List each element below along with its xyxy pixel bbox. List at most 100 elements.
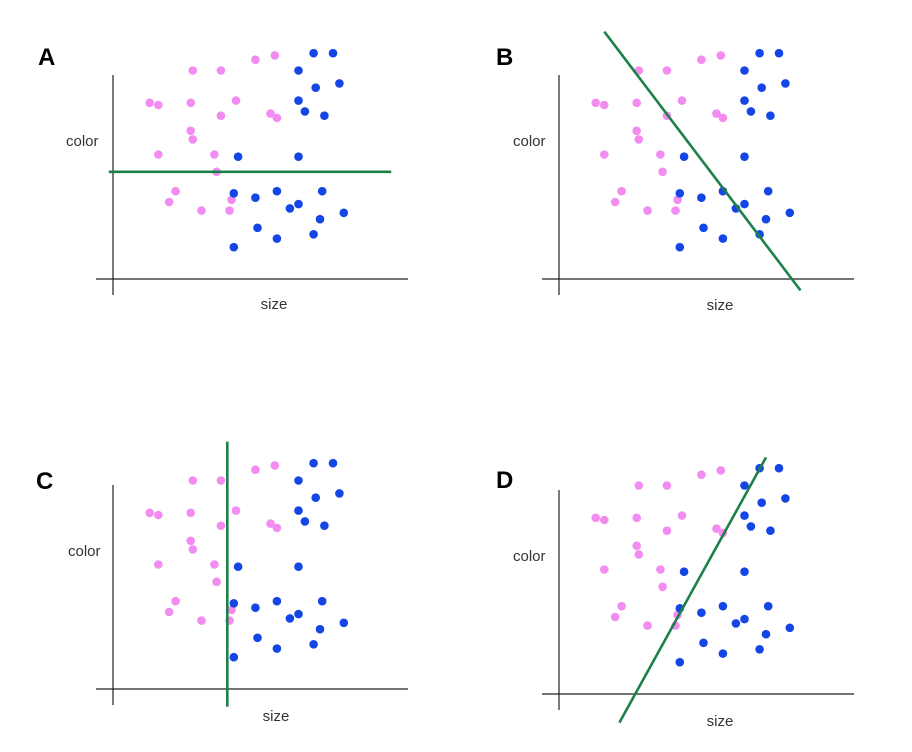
blue-point-9	[294, 562, 303, 571]
pink-point-12	[632, 541, 641, 551]
blue-point-13	[740, 614, 749, 624]
decision-boundary-line	[618, 456, 768, 724]
blue-point-2	[294, 476, 303, 485]
blue-point-4	[781, 79, 790, 88]
pink-point-17	[164, 607, 174, 617]
y-axis-label: color	[513, 548, 546, 565]
panel-c: C color size	[36, 441, 408, 725]
pink-point-6	[186, 508, 195, 518]
y-axis-label: color	[68, 543, 101, 560]
pink-point-9	[712, 109, 721, 118]
pink-point-20	[671, 206, 680, 215]
blue-point-20	[675, 242, 685, 252]
pink-point-2	[662, 66, 672, 75]
pink-point-19	[227, 605, 236, 615]
blue-point-15	[763, 186, 773, 196]
x-axis-label: size	[261, 296, 288, 313]
x-axis-label: size	[707, 297, 734, 314]
pink-point-13	[210, 150, 219, 159]
blue-point-19	[755, 645, 764, 654]
panel-letter: A	[38, 44, 55, 71]
blue-point-12	[718, 601, 728, 611]
pink-point-4	[716, 51, 726, 60]
blue-point-3	[311, 493, 321, 502]
pink-point-10	[272, 113, 282, 123]
blue-point-13	[740, 199, 749, 209]
blue-point-0	[755, 48, 764, 58]
pink-point-6	[632, 513, 641, 523]
blue-point-15	[317, 596, 327, 606]
pink-point-0	[154, 100, 163, 110]
pink-point-11	[600, 150, 609, 159]
pink-point-5	[591, 98, 600, 108]
blue-point-2	[740, 481, 749, 490]
blue-point-21	[718, 649, 728, 658]
x-axis-label: size	[707, 713, 734, 730]
blue-point-5	[740, 511, 749, 520]
pink-point-20	[225, 206, 234, 215]
blue-point-9	[740, 152, 749, 161]
blue-point-5	[294, 506, 303, 515]
blue-point-14	[285, 204, 295, 213]
blue-point-7	[320, 521, 329, 530]
blue-point-17	[785, 623, 795, 633]
blue-point-14	[285, 614, 295, 623]
panel-d: D color size	[496, 456, 854, 730]
pink-point-13	[656, 150, 665, 159]
blue-point-8	[233, 152, 243, 161]
blue-point-16	[315, 624, 325, 634]
pink-point-14	[658, 582, 667, 592]
blue-point-5	[740, 96, 749, 105]
scatter-points	[145, 458, 349, 662]
pink-point-15	[188, 545, 198, 554]
pink-point-3	[251, 465, 260, 474]
panel-letter: B	[496, 44, 513, 71]
blue-point-7	[320, 111, 329, 120]
blue-point-21	[272, 234, 282, 243]
blue-point-7	[766, 111, 775, 120]
pink-point-4	[270, 461, 280, 470]
pink-point-19	[673, 195, 682, 205]
pink-point-8	[231, 96, 241, 105]
pink-point-2	[216, 66, 226, 75]
pink-point-2	[662, 481, 672, 490]
panel-letter: D	[496, 467, 513, 494]
blue-point-1	[328, 48, 338, 58]
blue-point-6	[300, 107, 310, 116]
blue-point-15	[763, 601, 773, 611]
x-axis-label: size	[263, 708, 290, 725]
pink-point-4	[270, 51, 280, 60]
blue-point-17	[785, 208, 795, 218]
pink-point-10	[718, 113, 728, 123]
blue-point-9	[740, 567, 749, 576]
pink-point-9	[266, 109, 275, 118]
pink-point-18	[643, 206, 652, 215]
panel-a: A color size	[38, 44, 408, 313]
blue-point-1	[328, 458, 338, 468]
blue-point-18	[699, 638, 708, 648]
blue-point-3	[757, 83, 766, 92]
blue-point-16	[761, 214, 771, 224]
blue-point-10	[675, 189, 685, 198]
blue-point-8	[679, 152, 689, 161]
panel-b: B color size	[496, 30, 854, 314]
pink-point-5	[591, 513, 600, 523]
pink-point-7	[216, 111, 226, 120]
blue-point-8	[679, 567, 689, 576]
blue-point-16	[315, 214, 325, 224]
blue-point-18	[253, 223, 262, 233]
blue-point-19	[309, 640, 318, 649]
pink-point-16	[617, 601, 626, 611]
scatter-points	[591, 463, 795, 667]
pink-point-13	[210, 560, 219, 569]
pink-point-11	[600, 565, 609, 574]
blue-point-10	[229, 189, 239, 198]
blue-point-0	[309, 458, 318, 468]
blue-point-1	[774, 463, 784, 473]
pink-point-10	[272, 523, 282, 533]
pink-point-14	[212, 577, 221, 587]
blue-point-18	[699, 223, 708, 233]
pink-point-2	[216, 476, 226, 485]
pink-point-11	[154, 560, 163, 569]
